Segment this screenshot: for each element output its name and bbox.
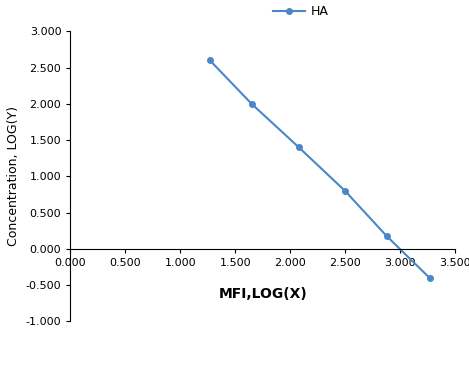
HA bbox=[249, 102, 255, 106]
HA bbox=[427, 276, 432, 280]
HA bbox=[207, 58, 213, 63]
HA bbox=[384, 234, 390, 239]
X-axis label: MFI,LOG(X): MFI,LOG(X) bbox=[218, 287, 307, 301]
Legend: HA: HA bbox=[268, 0, 334, 23]
HA bbox=[342, 189, 348, 193]
Y-axis label: Concentration, LOG(Y): Concentration, LOG(Y) bbox=[7, 106, 20, 247]
HA bbox=[296, 145, 302, 150]
Line: HA: HA bbox=[207, 58, 432, 281]
